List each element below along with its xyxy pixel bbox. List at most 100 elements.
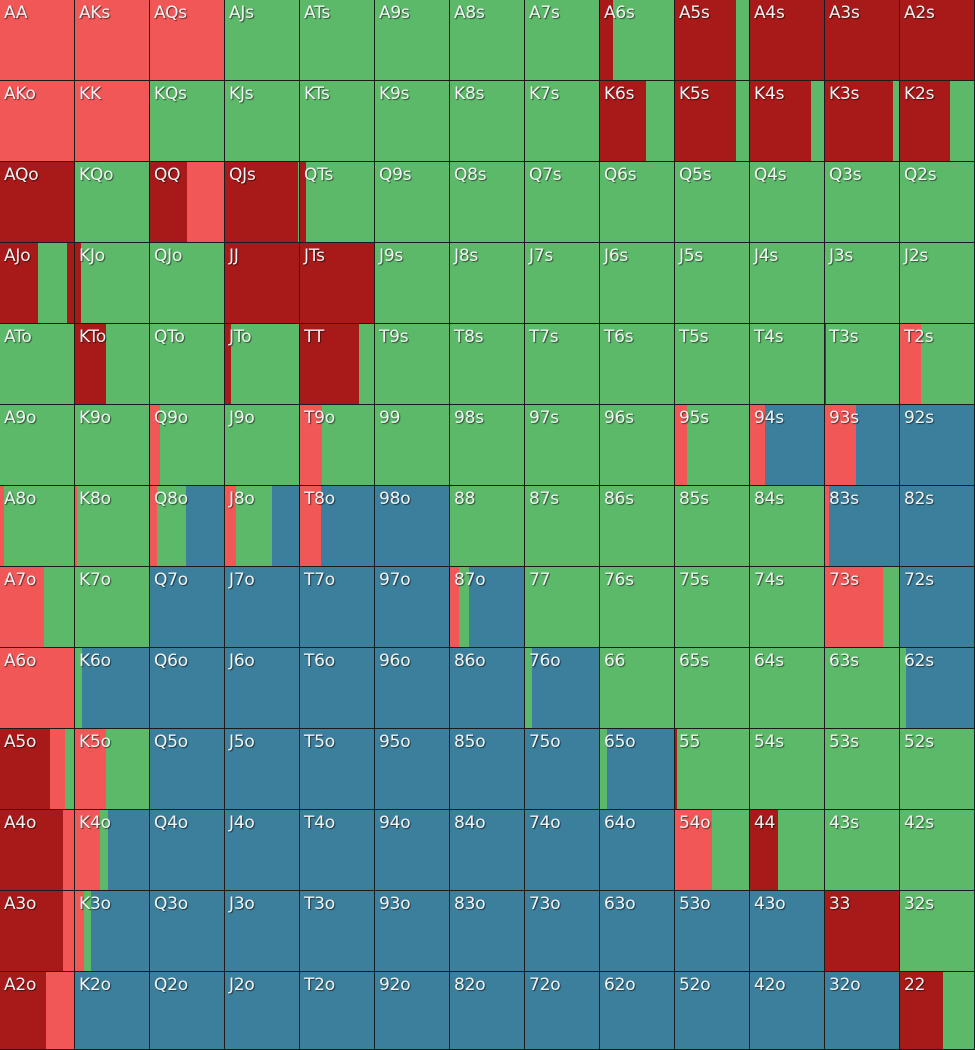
hand-cell-98s[interactable]: 98s bbox=[450, 405, 525, 486]
hand-cell-Q5s[interactable]: Q5s bbox=[675, 162, 750, 243]
hand-cell-T6s[interactable]: T6s bbox=[600, 324, 675, 405]
hand-cell-97o[interactable]: 97o bbox=[375, 567, 450, 648]
hand-cell-83s[interactable]: 83s bbox=[825, 486, 900, 567]
hand-cell-94o[interactable]: 94o bbox=[375, 810, 450, 891]
hand-cell-K9o[interactable]: K9o bbox=[75, 405, 150, 486]
hand-cell-33[interactable]: 33 bbox=[825, 891, 900, 972]
hand-cell-JJ[interactable]: JJ bbox=[225, 243, 300, 324]
hand-cell-T5o[interactable]: T5o bbox=[300, 729, 375, 810]
hand-cell-T7o[interactable]: T7o bbox=[300, 567, 375, 648]
hand-cell-96o[interactable]: 96o bbox=[375, 648, 450, 729]
hand-cell-J3s[interactable]: J3s bbox=[825, 243, 900, 324]
hand-cell-KQs[interactable]: KQs bbox=[150, 81, 225, 162]
hand-cell-93o[interactable]: 93o bbox=[375, 891, 450, 972]
hand-cell-55[interactable]: 55 bbox=[675, 729, 750, 810]
hand-cell-54s[interactable]: 54s bbox=[750, 729, 825, 810]
hand-cell-AA[interactable]: AA bbox=[0, 0, 75, 81]
hand-cell-Q4s[interactable]: Q4s bbox=[750, 162, 825, 243]
hand-cell-65s[interactable]: 65s bbox=[675, 648, 750, 729]
hand-cell-85s[interactable]: 85s bbox=[675, 486, 750, 567]
hand-cell-T2s[interactable]: T2s bbox=[900, 324, 975, 405]
hand-cell-62s[interactable]: 62s bbox=[900, 648, 975, 729]
hand-cell-75o[interactable]: 75o bbox=[525, 729, 600, 810]
hand-cell-J4o[interactable]: J4o bbox=[225, 810, 300, 891]
hand-cell-T9o[interactable]: T9o bbox=[300, 405, 375, 486]
hand-cell-86o[interactable]: 86o bbox=[450, 648, 525, 729]
hand-cell-K3o[interactable]: K3o bbox=[75, 891, 150, 972]
hand-cell-A7o[interactable]: A7o bbox=[0, 567, 75, 648]
hand-cell-66[interactable]: 66 bbox=[600, 648, 675, 729]
hand-cell-86s[interactable]: 86s bbox=[600, 486, 675, 567]
hand-cell-K2s[interactable]: K2s bbox=[900, 81, 975, 162]
hand-cell-75s[interactable]: 75s bbox=[675, 567, 750, 648]
hand-cell-Q6s[interactable]: Q6s bbox=[600, 162, 675, 243]
hand-cell-A3s[interactable]: A3s bbox=[825, 0, 900, 81]
hand-cell-43s[interactable]: 43s bbox=[825, 810, 900, 891]
hand-cell-94s[interactable]: 94s bbox=[750, 405, 825, 486]
hand-cell-Q6o[interactable]: Q6o bbox=[150, 648, 225, 729]
hand-cell-A3o[interactable]: A3o bbox=[0, 891, 75, 972]
hand-cell-ATs[interactable]: ATs bbox=[300, 0, 375, 81]
hand-cell-95s[interactable]: 95s bbox=[675, 405, 750, 486]
hand-cell-76s[interactable]: 76s bbox=[600, 567, 675, 648]
hand-cell-J5o[interactable]: J5o bbox=[225, 729, 300, 810]
hand-cell-64o[interactable]: 64o bbox=[600, 810, 675, 891]
hand-cell-64s[interactable]: 64s bbox=[750, 648, 825, 729]
hand-cell-KTo[interactable]: KTo bbox=[75, 324, 150, 405]
hand-cell-T8s[interactable]: T8s bbox=[450, 324, 525, 405]
hand-cell-K3s[interactable]: K3s bbox=[825, 81, 900, 162]
hand-cell-J7s[interactable]: J7s bbox=[525, 243, 600, 324]
hand-cell-82s[interactable]: 82s bbox=[900, 486, 975, 567]
hand-cell-K5o[interactable]: K5o bbox=[75, 729, 150, 810]
hand-cell-AQo[interactable]: AQo bbox=[0, 162, 75, 243]
hand-cell-52s[interactable]: 52s bbox=[900, 729, 975, 810]
hand-cell-84o[interactable]: 84o bbox=[450, 810, 525, 891]
hand-cell-T3s[interactable]: T3s bbox=[825, 324, 900, 405]
hand-cell-T5s[interactable]: T5s bbox=[675, 324, 750, 405]
hand-cell-AJo[interactable]: AJo bbox=[0, 243, 75, 324]
hand-cell-T6o[interactable]: T6o bbox=[300, 648, 375, 729]
hand-cell-92s[interactable]: 92s bbox=[900, 405, 975, 486]
hand-cell-74o[interactable]: 74o bbox=[525, 810, 600, 891]
hand-cell-QTo[interactable]: QTo bbox=[150, 324, 225, 405]
hand-cell-J8s[interactable]: J8s bbox=[450, 243, 525, 324]
hand-cell-KJs[interactable]: KJs bbox=[225, 81, 300, 162]
hand-cell-K8s[interactable]: K8s bbox=[450, 81, 525, 162]
hand-cell-92o[interactable]: 92o bbox=[375, 972, 450, 1050]
hand-cell-JTo[interactable]: JTo bbox=[225, 324, 300, 405]
hand-cell-K6o[interactable]: K6o bbox=[75, 648, 150, 729]
hand-cell-QQ[interactable]: QQ bbox=[150, 162, 225, 243]
hand-cell-T4s[interactable]: T4s bbox=[750, 324, 825, 405]
hand-cell-QJs[interactable]: QJs bbox=[225, 162, 300, 243]
hand-cell-K4o[interactable]: K4o bbox=[75, 810, 150, 891]
hand-cell-K2o[interactable]: K2o bbox=[75, 972, 150, 1050]
hand-cell-QTs[interactable]: QTs bbox=[300, 162, 375, 243]
hand-cell-44[interactable]: 44 bbox=[750, 810, 825, 891]
hand-cell-KJo[interactable]: KJo bbox=[75, 243, 150, 324]
hand-cell-73o[interactable]: 73o bbox=[525, 891, 600, 972]
hand-cell-Q7o[interactable]: Q7o bbox=[150, 567, 225, 648]
hand-cell-53s[interactable]: 53s bbox=[825, 729, 900, 810]
hand-cell-Q2s[interactable]: Q2s bbox=[900, 162, 975, 243]
hand-cell-99[interactable]: 99 bbox=[375, 405, 450, 486]
hand-cell-74s[interactable]: 74s bbox=[750, 567, 825, 648]
hand-cell-JTs[interactable]: JTs bbox=[300, 243, 375, 324]
hand-cell-J9o[interactable]: J9o bbox=[225, 405, 300, 486]
hand-cell-97s[interactable]: 97s bbox=[525, 405, 600, 486]
hand-cell-K5s[interactable]: K5s bbox=[675, 81, 750, 162]
hand-cell-ATo[interactable]: ATo bbox=[0, 324, 75, 405]
hand-cell-42s[interactable]: 42s bbox=[900, 810, 975, 891]
hand-cell-J5s[interactable]: J5s bbox=[675, 243, 750, 324]
hand-cell-J4s[interactable]: J4s bbox=[750, 243, 825, 324]
hand-cell-Q8o[interactable]: Q8o bbox=[150, 486, 225, 567]
hand-cell-63o[interactable]: 63o bbox=[600, 891, 675, 972]
hand-cell-A5o[interactable]: A5o bbox=[0, 729, 75, 810]
hand-cell-87s[interactable]: 87s bbox=[525, 486, 600, 567]
hand-cell-22[interactable]: 22 bbox=[900, 972, 975, 1050]
hand-cell-88[interactable]: 88 bbox=[450, 486, 525, 567]
hand-cell-AKo[interactable]: AKo bbox=[0, 81, 75, 162]
hand-cell-T9s[interactable]: T9s bbox=[375, 324, 450, 405]
hand-cell-AQs[interactable]: AQs bbox=[150, 0, 225, 81]
hand-cell-A2o[interactable]: A2o bbox=[0, 972, 75, 1050]
hand-cell-QJo[interactable]: QJo bbox=[150, 243, 225, 324]
